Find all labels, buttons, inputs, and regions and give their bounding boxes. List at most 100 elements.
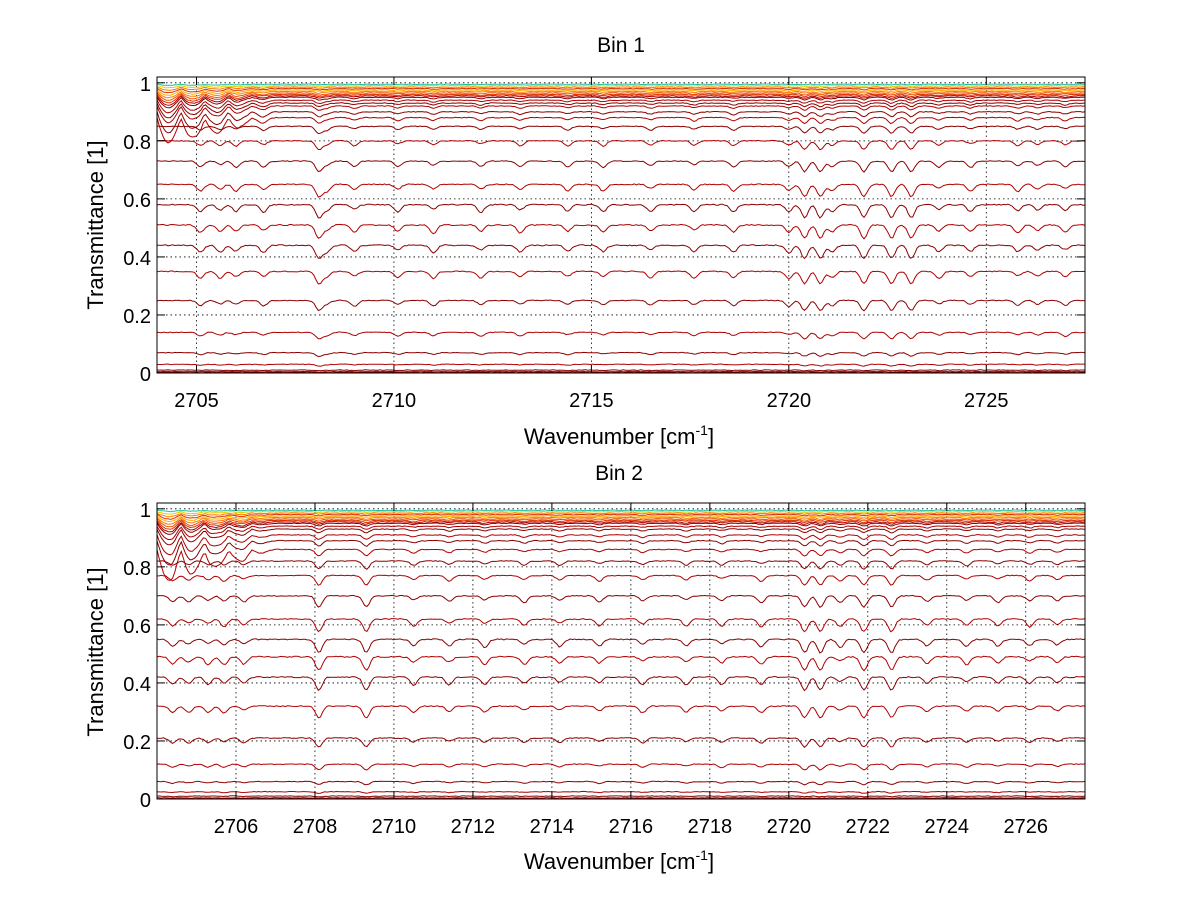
x-tick-label: 2706 — [214, 816, 259, 838]
x-axis-label: Wavenumber [cm-1] — [524, 422, 714, 449]
x-tick-label: 2726 — [1004, 816, 1049, 838]
series-line-19 — [156, 183, 1086, 198]
series-line-15 — [156, 548, 1086, 581]
x-tick-label: 2712 — [451, 816, 496, 838]
series-line-9 — [156, 94, 1086, 106]
series-line-11 — [156, 99, 1086, 114]
y-tick-label: 0.4 — [123, 248, 151, 270]
series-line-2 — [156, 510, 1086, 515]
axis-ticks: 2705 2710 2715 2720 2725 0 0.2 0.4 0.6 0.8 1 — [123, 74, 1085, 412]
series-line-13 — [156, 105, 1086, 124]
x-tick-label: 2710 — [372, 390, 417, 412]
series-line-25 — [156, 763, 1086, 771]
series-line-24 — [156, 737, 1086, 748]
series-line-21 — [156, 655, 1086, 672]
series-line-4 — [156, 87, 1086, 94]
series-line-18 — [156, 594, 1086, 609]
plot-frame — [156, 502, 1086, 800]
x-axis-label-superscript: -1 — [696, 422, 709, 438]
x-tick-label: 2716 — [609, 816, 654, 838]
series-line-7 — [156, 518, 1086, 528]
series-line-25 — [156, 331, 1086, 340]
series-line-22 — [156, 244, 1086, 260]
series-line-12 — [156, 102, 1086, 119]
x-tick-label: 2724 — [925, 816, 970, 838]
series-line-8 — [156, 519, 1086, 530]
plot-bin-2: Bin 2 2706 2708 2710 2712 2714 2716 2718 2720 27… — [83, 462, 1086, 874]
series-line-27 — [157, 363, 1086, 367]
x-axis-label-main: Wavenumber [cm — [524, 849, 696, 874]
series-line-5 — [156, 89, 1086, 96]
x-axis-label-end: ] — [708, 849, 714, 874]
y-tick-label: 0 — [140, 790, 151, 812]
series-lines — [156, 83, 1086, 374]
y-tick-label: 0.6 — [123, 616, 151, 638]
y-tick-label: 0.8 — [123, 558, 151, 580]
x-tick-label: 2725 — [964, 390, 1009, 412]
series-line-1 — [156, 83, 1086, 86]
series-line-6 — [156, 90, 1085, 99]
y-tick-label: 1 — [140, 500, 151, 522]
series-line-21 — [156, 223, 1086, 240]
plot-bin-1: Bin 1 2705 2710 2715 2720 2725 0 0.2 0.4 0.6 0.8 1… — [83, 34, 1086, 449]
y-tick-label: 0 — [140, 364, 151, 386]
y-tick-label: 0.2 — [123, 732, 151, 754]
series-line-27 — [157, 790, 1086, 794]
plot-title: Bin 1 — [597, 34, 645, 57]
series-line-2 — [156, 84, 1086, 89]
series-line-15 — [156, 116, 1085, 144]
series-line-12 — [156, 528, 1086, 546]
series-line-19 — [156, 618, 1086, 633]
series-line-18 — [157, 160, 1086, 173]
series-lines — [156, 509, 1086, 800]
y-tick-label: 0.4 — [123, 674, 151, 696]
x-axis-label-main: Wavenumber [cm — [524, 424, 696, 449]
series-line-6 — [156, 516, 1086, 525]
series-line-3 — [156, 86, 1086, 91]
plot-title: Bin 2 — [595, 462, 643, 485]
series-line-3 — [156, 512, 1086, 518]
y-axis-label: Transmittance [1] — [83, 567, 108, 736]
series-line-11 — [156, 525, 1086, 540]
series-line-26 — [156, 780, 1086, 786]
series-line-10 — [156, 96, 1085, 109]
series-line-5 — [156, 515, 1086, 523]
series-line-16 — [156, 560, 1086, 570]
series-line-28 — [156, 369, 1086, 372]
x-tick-label: 2718 — [688, 816, 733, 838]
plot-frame — [156, 76, 1086, 374]
y-tick-label: 1 — [140, 74, 151, 96]
series-line-22 — [157, 676, 1086, 692]
x-tick-label: 2710 — [372, 816, 417, 838]
x-axis-label: Wavenumber [cm-1] — [524, 847, 714, 874]
y-tick-label: 0.8 — [123, 132, 151, 154]
x-tick-label: 2714 — [530, 816, 575, 838]
x-tick-label: 2722 — [846, 816, 891, 838]
x-tick-label: 2720 — [767, 816, 812, 838]
axis-ticks: 2706 2708 2710 2712 2714 2716 2718 2720 2722 2724… — [123, 500, 1085, 838]
series-line-10 — [156, 522, 1086, 535]
series-line-14 — [156, 539, 1086, 566]
series-line-16 — [156, 125, 1086, 135]
series-line-26 — [156, 351, 1086, 358]
series-line-29 — [156, 370, 1086, 373]
x-axis-label-superscript: -1 — [696, 847, 709, 863]
series-line-17 — [157, 574, 1086, 586]
x-tick-label: 2720 — [767, 390, 812, 412]
series-line-13 — [156, 534, 1086, 556]
series-line-23 — [156, 270, 1086, 285]
y-axis-label: Transmittance [1] — [83, 140, 108, 309]
series-line-23 — [156, 705, 1086, 719]
series-line-20 — [156, 203, 1086, 219]
series-line-7 — [156, 92, 1086, 101]
x-tick-label: 2705 — [174, 390, 219, 412]
y-tick-label: 0.2 — [123, 306, 151, 328]
series-line-20 — [156, 638, 1086, 654]
series-line-9 — [156, 521, 1086, 533]
series-line-1 — [156, 509, 1086, 513]
x-tick-label: 2715 — [569, 390, 614, 412]
series-line-14 — [156, 110, 1086, 134]
series-line-4 — [156, 513, 1086, 520]
